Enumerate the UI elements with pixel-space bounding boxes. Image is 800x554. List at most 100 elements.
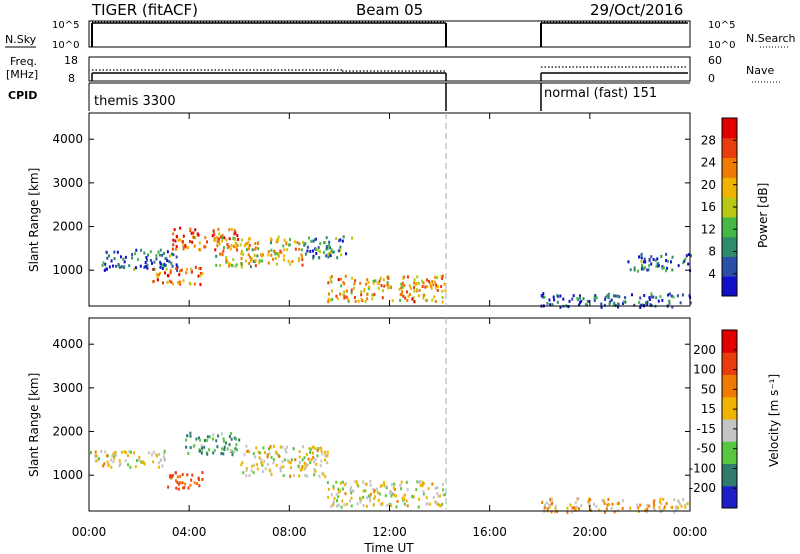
echo-cell [256,467,259,471]
echo-cell [341,480,344,484]
echo-cell [191,473,194,477]
echo-cell [421,481,424,485]
echo-cell [367,494,370,498]
echo-cell [212,451,215,455]
echo-cell [637,506,640,510]
echo-cell [275,463,278,467]
echo-cell [337,495,340,499]
echo-cell [336,256,339,260]
echo-cell [281,460,284,464]
echo-cell [574,508,577,512]
echo-cell [650,292,653,296]
echo-cell [337,278,340,282]
echo-cell [399,483,402,487]
echo-cell [422,492,425,496]
echo-cell [331,503,334,507]
echo-cell [233,436,236,440]
echo-cell [633,266,636,270]
echo-cell [377,286,380,290]
echo-cell [272,458,275,462]
echo-cell [204,245,207,249]
echo-cell [171,247,174,251]
echo-cell [306,463,309,467]
echo-cell [436,288,439,292]
echo-cell [277,235,280,239]
echo-cell [571,506,574,510]
echo-cell [175,486,178,490]
echo-cell [233,228,236,232]
echo-cell [249,255,252,259]
ytick-label: 3000 [52,381,83,395]
echo-cell [338,490,341,494]
echo-cell [655,264,658,268]
echo-cell [176,265,179,269]
echo-cell [211,234,214,238]
echo-cell [342,235,345,239]
echo-cell [439,494,442,498]
echo-cell [175,267,178,271]
echo-cell [269,237,272,241]
echo-cell [671,255,674,259]
echo-cell [663,505,666,509]
echo-cell [662,266,665,270]
echo-cell [426,278,429,282]
echo-cell [643,260,646,264]
echo-cell [402,498,405,502]
echo-cell [413,289,416,293]
nave-label: Nave [746,64,774,77]
echo-cell [163,449,166,453]
echo-cell [328,240,331,244]
echo-cell [144,265,147,269]
echo-cell [441,296,444,300]
echo-cell [212,433,215,437]
echo-cell [181,473,184,477]
echo-cell [175,263,178,267]
echo-cell [177,238,180,242]
echo-cell [329,254,332,258]
echo-cell [325,247,328,251]
echo-cell [548,503,551,507]
echo-cell [399,298,402,302]
echo-cell [431,280,434,284]
echo-cell [405,499,408,503]
echo-cell [232,236,235,240]
echo-cell [198,267,201,271]
echo-cell [425,496,428,500]
echo-cell [105,267,108,271]
echo-cell [677,506,680,510]
xtick-label: 00:00 [673,525,708,539]
echo-cell [196,232,199,236]
echo-cell [115,453,118,457]
echo-cell [286,459,289,463]
echo-cell [319,464,322,468]
echo-cell [100,449,103,453]
echo-cell [639,503,642,507]
echo-cell [177,281,180,285]
echo-cell [426,502,429,506]
echo-cell [240,265,243,269]
echo-cell [585,303,588,307]
echo-cell [113,257,116,261]
echo-cell [251,464,254,468]
echo-cell [633,268,636,272]
echo-cell [421,484,424,488]
echo-cell [400,480,403,484]
echo-cell [110,458,113,462]
echo-cell [172,232,175,236]
echo-cell [274,256,277,260]
nsearch-label: N.Search [746,32,796,45]
echo-cell [189,434,192,438]
echo-cell [113,456,116,460]
echo-cell [193,444,196,448]
echo-cell [213,238,216,242]
echo-cell [598,508,601,512]
echo-cell [193,244,196,248]
echo-cell [546,501,549,505]
echo-cell [341,487,344,491]
echo-cell [94,454,97,458]
echo-cell [161,266,164,270]
nsky-tick-low: 10^0 [52,40,79,51]
echo-cell [176,268,179,272]
echo-cell [316,448,319,452]
colorbar-segment [722,352,737,375]
